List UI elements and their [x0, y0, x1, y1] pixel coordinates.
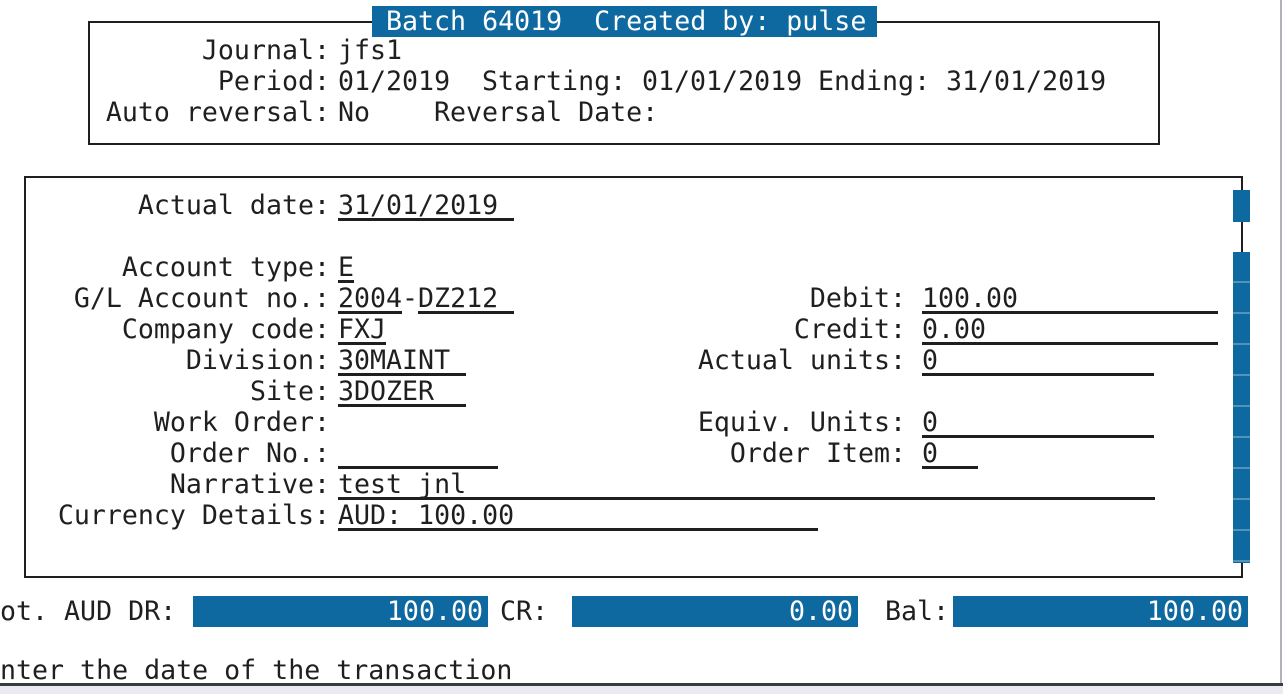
- reversal-date-label: Reversal Date:: [434, 97, 659, 128]
- debit-field[interactable]: 100.00: [922, 283, 1219, 314]
- actual-units-field[interactable]: 0: [922, 345, 1155, 376]
- gl-account-label: G/L Account no.:: [73, 283, 330, 314]
- period-label: Period:: [217, 66, 330, 97]
- order-item-wrap: 0: [922, 438, 979, 469]
- division-field[interactable]: 30MAINT: [338, 345, 467, 376]
- window-bottom-scroll-strip[interactable]: [0, 686, 1283, 694]
- narrative-label: Narrative:: [169, 469, 330, 500]
- credit-wrap: 0.00: [922, 314, 1219, 345]
- scrollbar-thumb[interactable]: [1233, 190, 1250, 222]
- gl-account-separator: -: [402, 283, 419, 314]
- actual-date-wrap: 31/01/2019: [338, 190, 515, 221]
- totals-dr-value: 100.00: [193, 596, 488, 627]
- site-label: Site:: [249, 376, 330, 407]
- scrollbar-track[interactable]: [1233, 252, 1250, 563]
- credit-label: Credit:: [793, 314, 906, 345]
- journal-value: jfs1: [338, 35, 403, 66]
- ending-value: 31/01/2019: [946, 66, 1107, 97]
- currency-details-wrap: AUD: 100.00: [338, 500, 819, 531]
- gl-account-wrap: 2004-DZ212: [338, 283, 515, 314]
- gl-account-main-field[interactable]: 2004: [338, 283, 403, 314]
- ending-label: Ending:: [818, 66, 931, 97]
- totals-cr-value: 0.00: [572, 596, 858, 627]
- journal-label: Journal:: [201, 35, 330, 66]
- division-label: Division:: [185, 345, 330, 376]
- debit-wrap: 100.00: [922, 283, 1219, 314]
- totals-dr-label: ot. AUD DR:: [0, 596, 177, 627]
- starting-value: 01/01/2019: [642, 66, 803, 97]
- order-no-label: Order No.:: [169, 438, 330, 469]
- equiv-units-field[interactable]: 0: [922, 407, 1155, 438]
- auto-reversal-label: Auto reversal:: [105, 97, 330, 128]
- period-value: 01/2019: [338, 66, 451, 97]
- company-code-wrap: FXJ: [338, 314, 386, 345]
- totals-cr-label: CR:: [500, 596, 549, 627]
- status-line: nter the date of the transaction: [0, 655, 513, 686]
- company-code-field[interactable]: FXJ: [338, 314, 387, 345]
- totals-bal-label: Bal:: [885, 596, 950, 627]
- site-wrap: 3DOZER: [338, 376, 467, 407]
- auto-reversal-value: No: [338, 97, 371, 128]
- actual-date-field[interactable]: 31/01/2019: [338, 190, 515, 221]
- division-wrap: 30MAINT: [338, 345, 467, 376]
- narrative-field[interactable]: test jnl: [338, 469, 1155, 500]
- order-no-field[interactable]: [338, 438, 499, 469]
- window-right-edge: [1280, 0, 1282, 694]
- work-order-label: Work Order:: [153, 407, 330, 438]
- equiv-units-label: Equiv. Units:: [697, 407, 906, 438]
- batch-title-bar: Batch 64019 Created by: pulse: [372, 6, 877, 37]
- actual-units-label: Actual units:: [697, 345, 906, 376]
- company-code-label: Company code:: [121, 314, 330, 345]
- account-type-field[interactable]: E: [338, 252, 355, 283]
- order-no-wrap: [338, 438, 499, 469]
- order-item-label: Order Item:: [729, 438, 906, 469]
- actual-date-label: Actual date:: [137, 190, 330, 221]
- actual-units-wrap: 0: [922, 345, 1155, 376]
- starting-label: Starting:: [482, 66, 627, 97]
- currency-details-label: Currency Details:: [57, 500, 330, 531]
- debit-label: Debit:: [809, 283, 906, 314]
- credit-field[interactable]: 0.00: [922, 314, 1219, 345]
- site-field[interactable]: 3DOZER: [338, 376, 467, 407]
- order-item-field[interactable]: 0: [922, 438, 979, 469]
- account-type-wrap: E: [338, 252, 354, 283]
- account-type-label: Account type:: [121, 252, 330, 283]
- gl-account-sub-field[interactable]: DZ212: [418, 283, 515, 314]
- totals-bal-value: 100.00: [953, 596, 1248, 627]
- narrative-wrap: test jnl: [338, 469, 1155, 500]
- window-bottom-edge: [0, 683, 1283, 686]
- currency-details-field[interactable]: AUD: 100.00: [338, 500, 819, 531]
- equiv-units-wrap: 0: [922, 407, 1155, 438]
